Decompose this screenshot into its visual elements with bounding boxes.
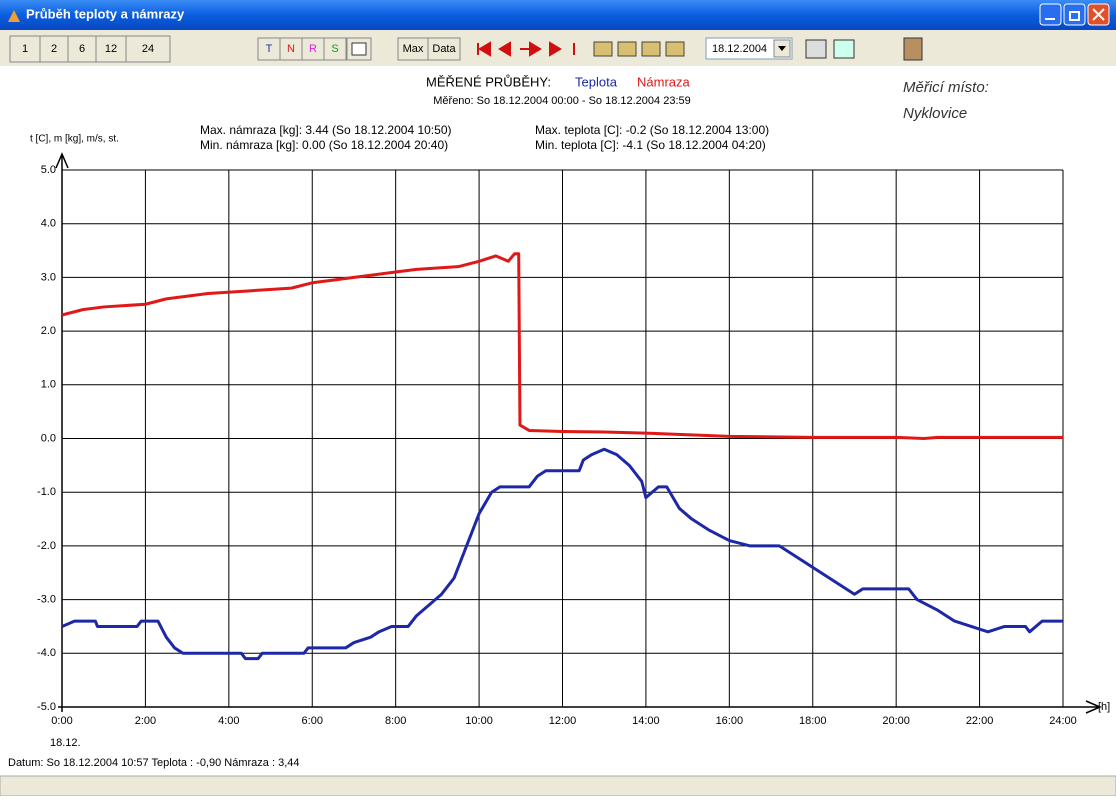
annotation: Nyklovice xyxy=(903,105,967,122)
x-tick-label: 24:00 xyxy=(1049,715,1077,727)
x-tick-label: 18:00 xyxy=(799,715,827,727)
y-tick-label: -2.0 xyxy=(37,540,56,552)
range-button[interactable] xyxy=(95,35,127,63)
dropdown-arrow xyxy=(778,46,786,51)
y-tick-label: 4.0 xyxy=(41,218,56,230)
channel-button-label: T xyxy=(266,43,273,55)
x-tick-label: 22:00 xyxy=(966,715,994,727)
range-button-label: 12 xyxy=(105,43,117,55)
range-button-label: 1 xyxy=(22,43,28,55)
x-tick-label: 2:00 xyxy=(135,715,156,727)
x-tick-label: 10:00 xyxy=(465,715,493,727)
y-tick-label: 5.0 xyxy=(41,164,56,176)
status-bar xyxy=(0,775,1116,797)
view-button[interactable] xyxy=(427,37,461,61)
x-tick-label: 6:00 xyxy=(302,715,323,727)
y-tick-label: -1.0 xyxy=(37,486,56,498)
tool-icons xyxy=(593,41,685,57)
channel-button-label: N xyxy=(287,43,295,55)
legend-entry: Teplota xyxy=(575,74,618,89)
annotation: Min. námraza [kg]: 0.00 (So 18.12.2004 2… xyxy=(200,138,448,152)
channel-button[interactable] xyxy=(323,37,347,61)
date-value: 18.12.2004 xyxy=(712,43,767,55)
range-button[interactable] xyxy=(67,35,97,63)
minimize-button[interactable] xyxy=(1039,3,1062,26)
y-tick-label: 0.0 xyxy=(41,432,56,444)
y-tick-label: -5.0 xyxy=(37,701,56,713)
x-tick-label: 20:00 xyxy=(882,715,910,727)
range-button-label: 6 xyxy=(79,43,85,55)
channel-button-label: S xyxy=(331,43,338,55)
series-line xyxy=(61,447,1063,661)
chart-title: MĚŘENÉ PRŮBĚHY: xyxy=(426,74,551,89)
window-glyphs xyxy=(1045,8,1105,21)
x-tick-label: 8:00 xyxy=(385,715,406,727)
chart-subtitle: Měřeno: So 18.12.2004 00:00 - So 18.12.2… xyxy=(433,95,690,107)
print-button[interactable] xyxy=(805,39,827,59)
y-tick-label: 1.0 xyxy=(41,379,56,391)
exit-button[interactable] xyxy=(903,37,923,61)
nav-arrows xyxy=(472,38,580,60)
y-tick-label: -4.0 xyxy=(37,647,56,659)
range-button-label: 2 xyxy=(51,43,57,55)
printer-setup-button[interactable] xyxy=(833,39,855,59)
range-button[interactable] xyxy=(39,35,69,63)
status-text: Datum: So 18.12.2004 10:57 Teplota : -0,… xyxy=(8,757,299,769)
view-button-label: Max xyxy=(403,43,424,55)
x-tick-label: 16:00 xyxy=(716,715,744,727)
annotation: Max. námraza [kg]: 3.44 (So 18.12.2004 1… xyxy=(200,123,451,137)
title-bar xyxy=(0,0,1116,30)
series-line xyxy=(61,252,1063,440)
annotation: Min. teplota [C]: -4.1 (So 18.12.2004 04… xyxy=(535,138,766,152)
app-icon xyxy=(8,10,20,22)
range-button[interactable] xyxy=(125,35,171,63)
y-tick-label: 2.0 xyxy=(41,325,56,337)
restore-button[interactable] xyxy=(1063,3,1086,26)
x-tick-label: 4:00 xyxy=(218,715,239,727)
y-tick-label: -3.0 xyxy=(37,594,56,606)
chart-area xyxy=(0,66,1116,776)
x-tick-label: 0:00 xyxy=(51,715,72,727)
annotation: Max. teplota [C]: -0.2 (So 18.12.2004 13… xyxy=(535,123,769,137)
x-tick-label: 12:00 xyxy=(549,715,577,727)
y-axis-label: t [C], m [kg], m/s, st. xyxy=(30,134,119,145)
annotation: 18.12. xyxy=(50,737,81,749)
range-button[interactable] xyxy=(9,35,41,63)
x-tick-label: 14:00 xyxy=(632,715,660,727)
y-tick-label: 3.0 xyxy=(41,271,56,283)
x-axis-label: [h] xyxy=(1098,701,1110,713)
channel-button-label: R xyxy=(309,43,317,55)
legend-entry: Námraza xyxy=(637,74,691,89)
date-picker[interactable] xyxy=(705,37,793,60)
window-title: Průběh teploty a námrazy xyxy=(26,6,185,21)
range-button-label: 24 xyxy=(142,43,154,55)
table-icon xyxy=(351,42,367,56)
annotation: Měřicí místo: xyxy=(903,79,989,96)
view-button-label: Data xyxy=(432,43,456,55)
